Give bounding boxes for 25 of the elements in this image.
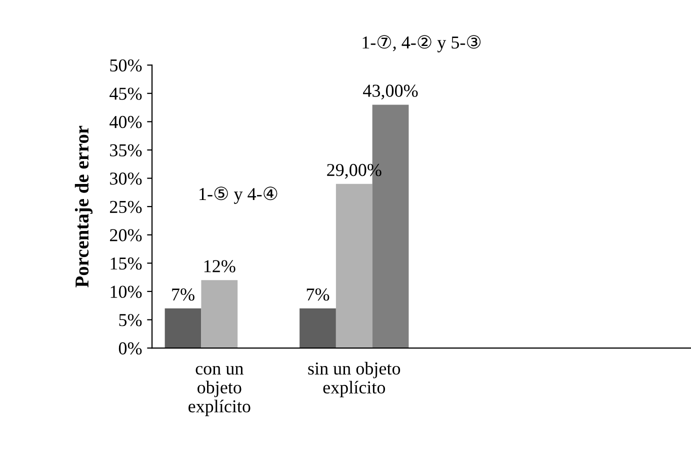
- bar: [300, 308, 336, 348]
- y-tick-label: 10%: [110, 286, 142, 298]
- data-label: 7%: [306, 288, 330, 301]
- bar: [164, 308, 202, 348]
- y-tick-label: 35%: [110, 144, 142, 156]
- y-tick-label: 5%: [119, 314, 142, 326]
- x-tick-label: con un objeto explícito: [188, 366, 250, 416]
- bar: [201, 280, 238, 348]
- annotation: 1-⑤ y 4-④: [200, 186, 278, 204]
- y-tick-label: 15%: [110, 257, 142, 270]
- y-tick-label: 25%: [110, 200, 142, 214]
- y-tick-label: 40%: [110, 116, 142, 128]
- data-label: 43,00%: [363, 84, 418, 100]
- x-tick-label: sin un objeto explícito: [308, 362, 400, 398]
- chart-title: 1-⑦, 4-② y 5-③: [362, 35, 481, 52]
- y-axis-title: Porcentaje de error: [74, 126, 93, 288]
- data-label: 29,00%: [327, 164, 382, 179]
- bar: [336, 184, 372, 348]
- y-tick-label: 30%: [110, 172, 142, 185]
- data-label: 7%: [172, 288, 194, 301]
- y-tick-label: 45%: [110, 88, 142, 100]
- data-label: 12%: [204, 260, 236, 272]
- y-tick-label: 50%: [110, 59, 142, 72]
- y-tick-label: 20%: [110, 229, 142, 242]
- y-tick-label: 0%: [118, 342, 142, 355]
